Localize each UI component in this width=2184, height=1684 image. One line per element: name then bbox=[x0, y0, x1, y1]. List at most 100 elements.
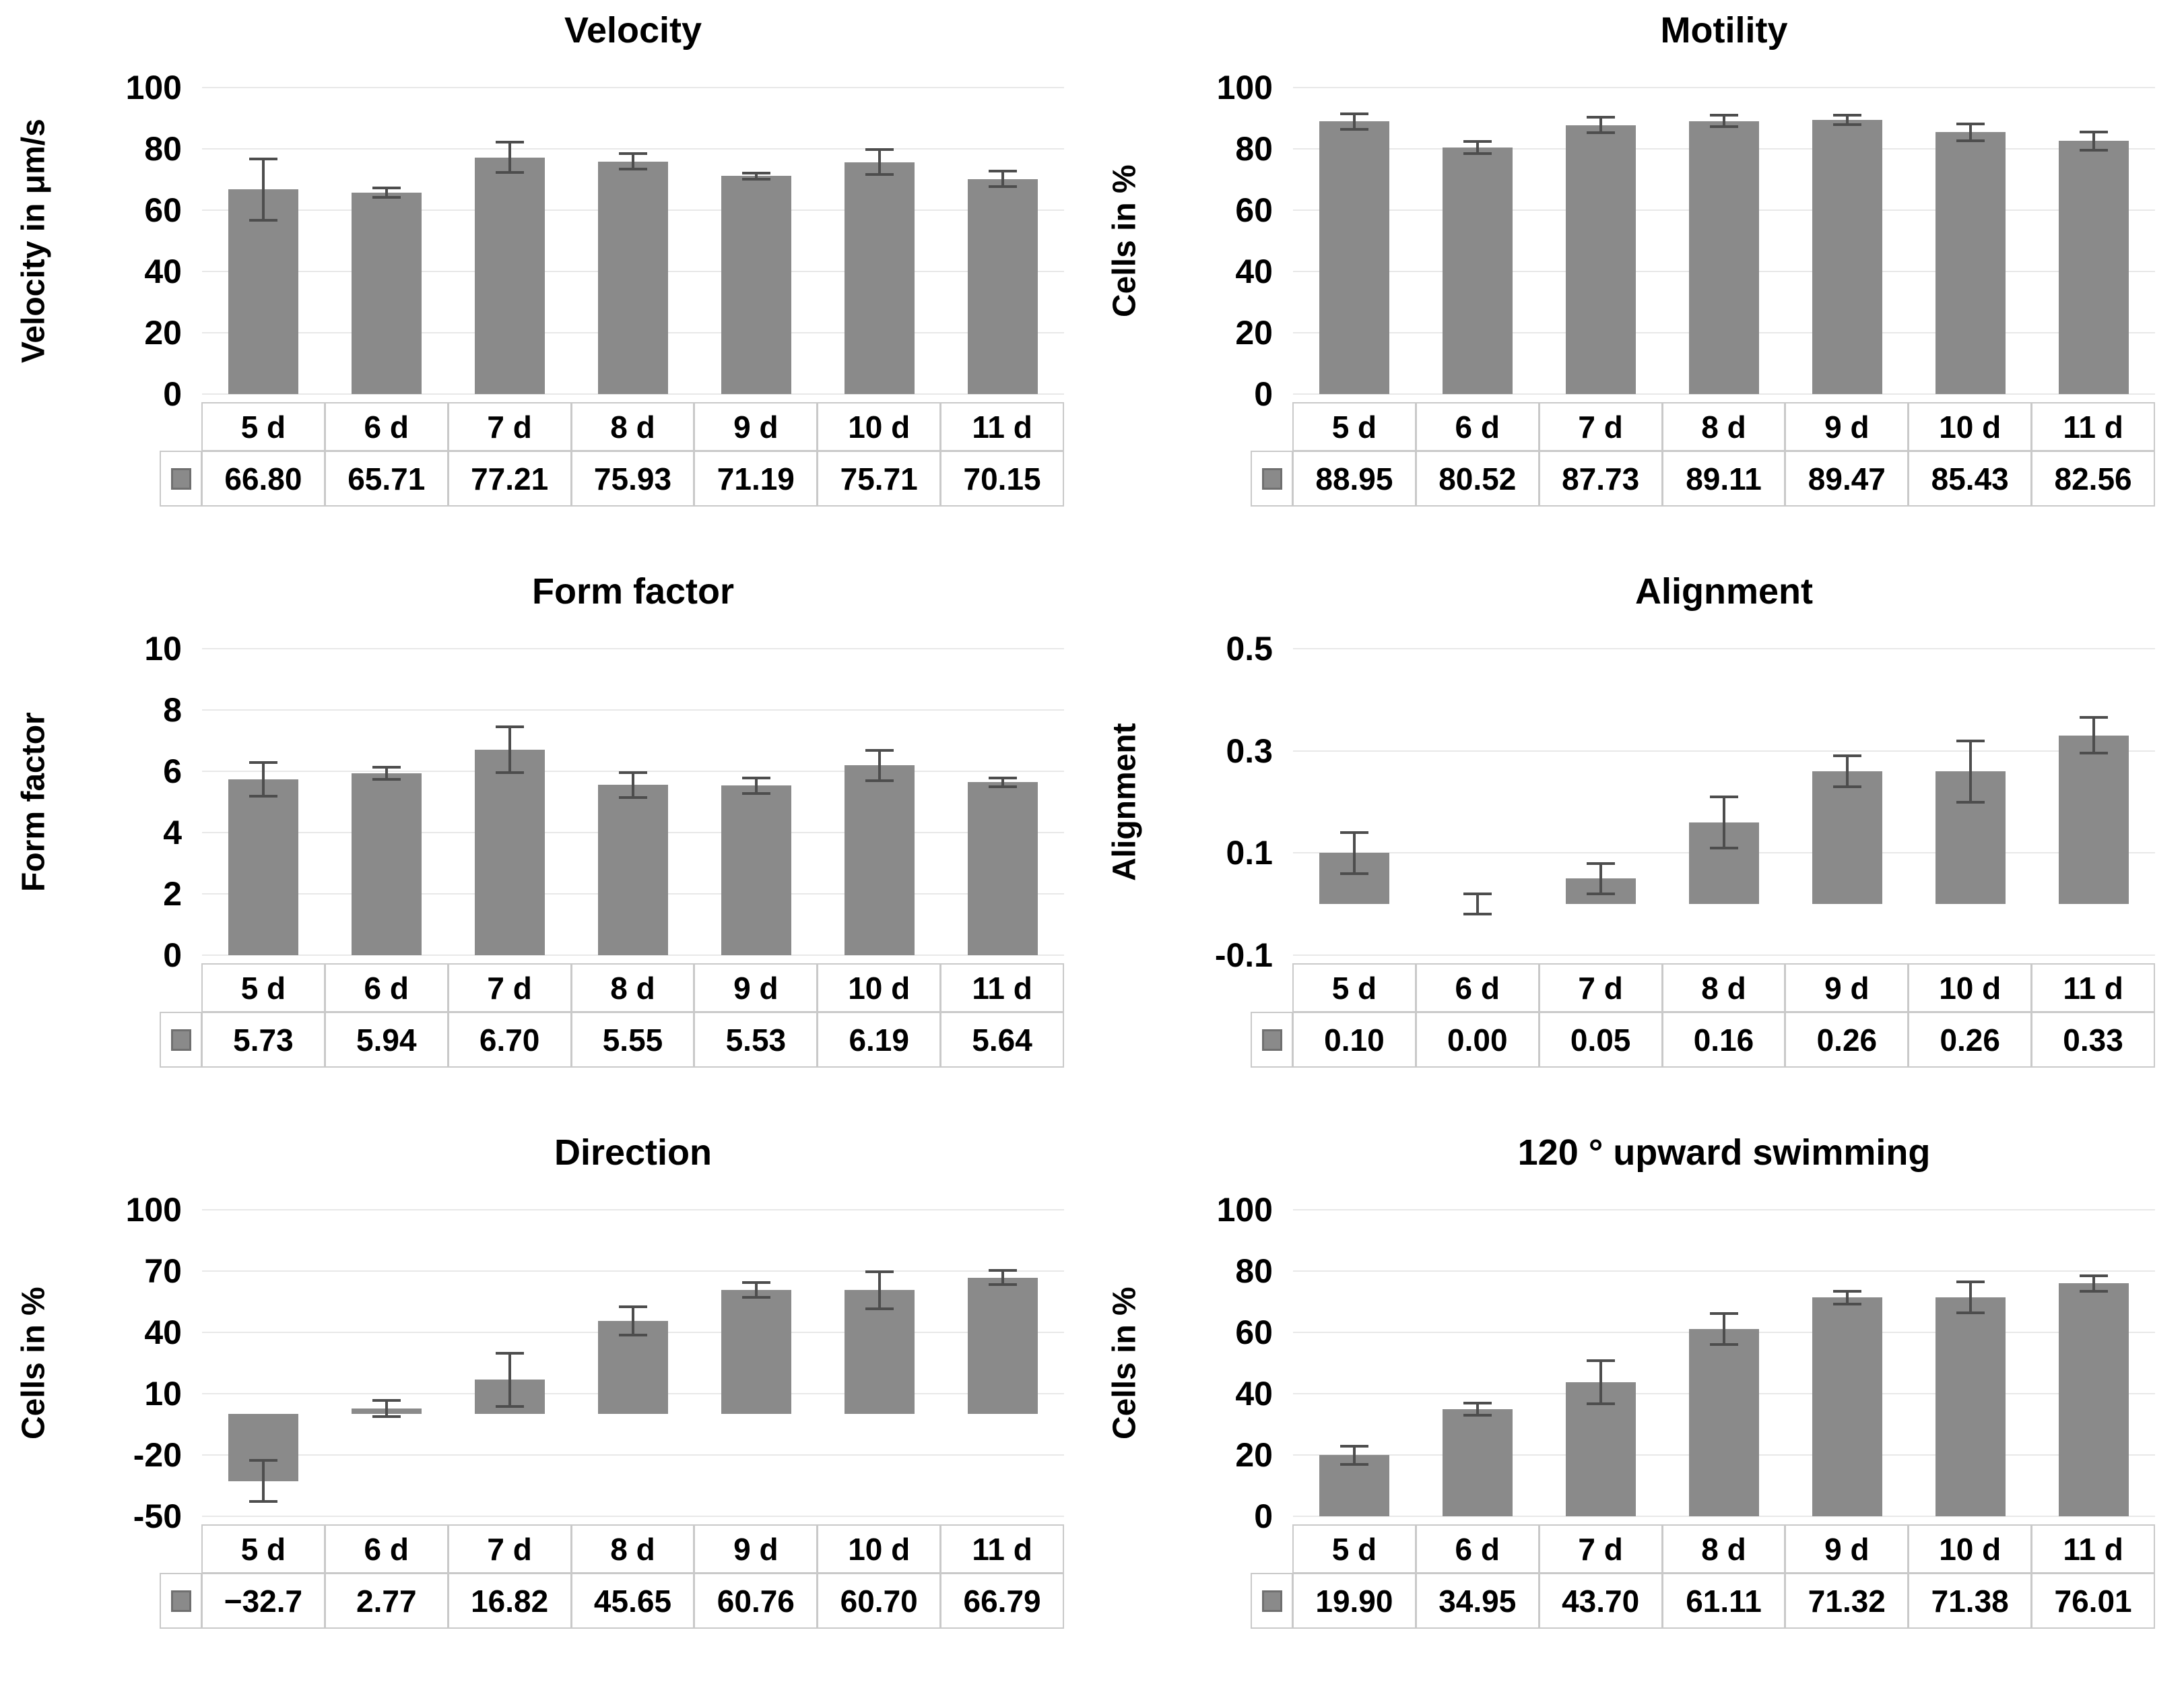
table-value-cell: 75.71 bbox=[817, 451, 941, 507]
error-bar-cap bbox=[1463, 913, 1492, 916]
table-value-cell: 82.56 bbox=[2031, 451, 2155, 507]
error-bar-cap bbox=[1340, 1463, 1369, 1466]
table-value-cell: 16.82 bbox=[447, 1573, 572, 1629]
chart-panel-velocity: Velocity Velocity in μm/s 100 80 60 40 20 0 5… bbox=[0, 0, 1091, 561]
table-value-cell: 0.05 bbox=[1538, 1012, 1663, 1068]
error-bar bbox=[385, 767, 389, 779]
bar bbox=[1319, 121, 1390, 394]
error-bar-cap bbox=[2079, 130, 2108, 133]
error-bar-cap bbox=[372, 187, 401, 190]
y-tick-label: 40 bbox=[1235, 1375, 1273, 1413]
table-value-cell: 71.32 bbox=[1785, 1573, 1909, 1629]
error-bar-cap bbox=[1710, 114, 1738, 117]
table-header-cell: 8 d bbox=[1661, 1524, 1786, 1574]
error-bar-cap bbox=[1587, 131, 1616, 135]
error-bar bbox=[754, 1283, 758, 1297]
table-header-cell: 9 d bbox=[694, 1524, 818, 1574]
error-bar bbox=[1353, 113, 1356, 129]
bar bbox=[2058, 1283, 2129, 1516]
error-bar bbox=[1723, 115, 1725, 127]
table-header-cell: 11 d bbox=[940, 1524, 1064, 1574]
table-value-cell: 5.55 bbox=[570, 1012, 695, 1068]
error-bar-cap bbox=[372, 777, 401, 781]
error-bar-cap bbox=[2079, 716, 2108, 719]
gridline bbox=[202, 648, 1064, 649]
error-bar-cap bbox=[496, 1351, 525, 1355]
bar bbox=[1812, 771, 1882, 905]
table-header-cell: 11 d bbox=[2031, 402, 2155, 451]
table-header-cell: 10 d bbox=[817, 1524, 941, 1574]
table-value-cell: 77.21 bbox=[447, 451, 572, 507]
y-tick-label: -20 bbox=[133, 1436, 182, 1474]
legend-key-cell bbox=[1251, 1573, 1293, 1629]
bar bbox=[721, 1290, 791, 1415]
y-tick-label: 100 bbox=[125, 1191, 182, 1229]
error-bar bbox=[878, 750, 881, 781]
chart-title: Direction bbox=[554, 1132, 713, 1173]
table-corner-cell bbox=[160, 1524, 202, 1574]
table-header-cell: 11 d bbox=[2031, 963, 2155, 1012]
legend-key-cell bbox=[1251, 451, 1293, 507]
bar bbox=[1566, 125, 1636, 394]
table-value-cell: 88.95 bbox=[1292, 451, 1416, 507]
bar bbox=[844, 162, 915, 394]
error-bar-cap bbox=[988, 1283, 1017, 1287]
table-value-cell: 43.70 bbox=[1538, 1573, 1663, 1629]
error-bar-cap bbox=[988, 776, 1017, 779]
error-bar-cap bbox=[619, 1305, 647, 1308]
legend-key-cell bbox=[160, 1012, 202, 1068]
error-bar-cap bbox=[1463, 139, 1492, 143]
table-value-cell: 2.77 bbox=[324, 1573, 449, 1629]
error-bar bbox=[878, 1271, 881, 1309]
error-bar bbox=[1723, 796, 1725, 848]
bar bbox=[598, 785, 668, 955]
series-legend-icon bbox=[170, 467, 191, 490]
error-bar-cap bbox=[1340, 127, 1369, 131]
error-bar-cap bbox=[988, 170, 1017, 173]
table-value-cell: 76.01 bbox=[2031, 1573, 2155, 1629]
table-header-cell: 9 d bbox=[1785, 963, 1909, 1012]
table-value-cell: 0.26 bbox=[1785, 1012, 1909, 1068]
error-bar-cap bbox=[1956, 800, 1985, 804]
gridline bbox=[202, 1516, 1064, 1517]
gridline bbox=[202, 771, 1064, 772]
chart-title: Velocity bbox=[564, 10, 702, 51]
bar bbox=[1935, 132, 2006, 394]
error-bar-cap bbox=[496, 171, 525, 174]
error-bar bbox=[2092, 1275, 2095, 1291]
table-header-cell: 8 d bbox=[570, 963, 695, 1012]
bar bbox=[598, 161, 668, 394]
table-header-cell: 8 d bbox=[570, 402, 695, 451]
error-bar bbox=[632, 1306, 634, 1336]
error-bar-cap bbox=[1340, 112, 1369, 115]
table-header-cell: 11 d bbox=[940, 402, 1064, 451]
error-bar-cap bbox=[1463, 893, 1492, 895]
y-tick-label: 0.1 bbox=[1226, 834, 1273, 872]
error-bar bbox=[754, 778, 758, 794]
error-bar-cap bbox=[1956, 139, 1985, 143]
error-bar bbox=[385, 188, 389, 197]
error-bar-cap bbox=[1340, 872, 1369, 875]
plot-area bbox=[202, 648, 1064, 956]
error-bar-cap bbox=[865, 1307, 894, 1310]
bar bbox=[844, 765, 915, 955]
table-header-cell: 5 d bbox=[201, 963, 325, 1012]
table-header-cell: 5 d bbox=[1292, 1524, 1416, 1574]
series-legend-icon bbox=[1261, 467, 1282, 490]
table-value-cell: 61.11 bbox=[1661, 1573, 1786, 1629]
error-bar-cap bbox=[1340, 831, 1369, 834]
error-bar bbox=[754, 172, 758, 179]
table-value-cell: 0.33 bbox=[2031, 1012, 2155, 1068]
y-axis-ticks: 100 80 60 40 20 0 bbox=[1131, 1122, 1273, 1533]
error-bar-cap bbox=[988, 785, 1017, 789]
y-tick-label: 100 bbox=[1216, 1191, 1273, 1229]
error-bar bbox=[508, 1353, 512, 1406]
error-bar-cap bbox=[619, 167, 647, 170]
error-bar-cap bbox=[1587, 1359, 1616, 1363]
error-bar-cap bbox=[496, 140, 525, 143]
error-bar bbox=[1599, 117, 1603, 133]
